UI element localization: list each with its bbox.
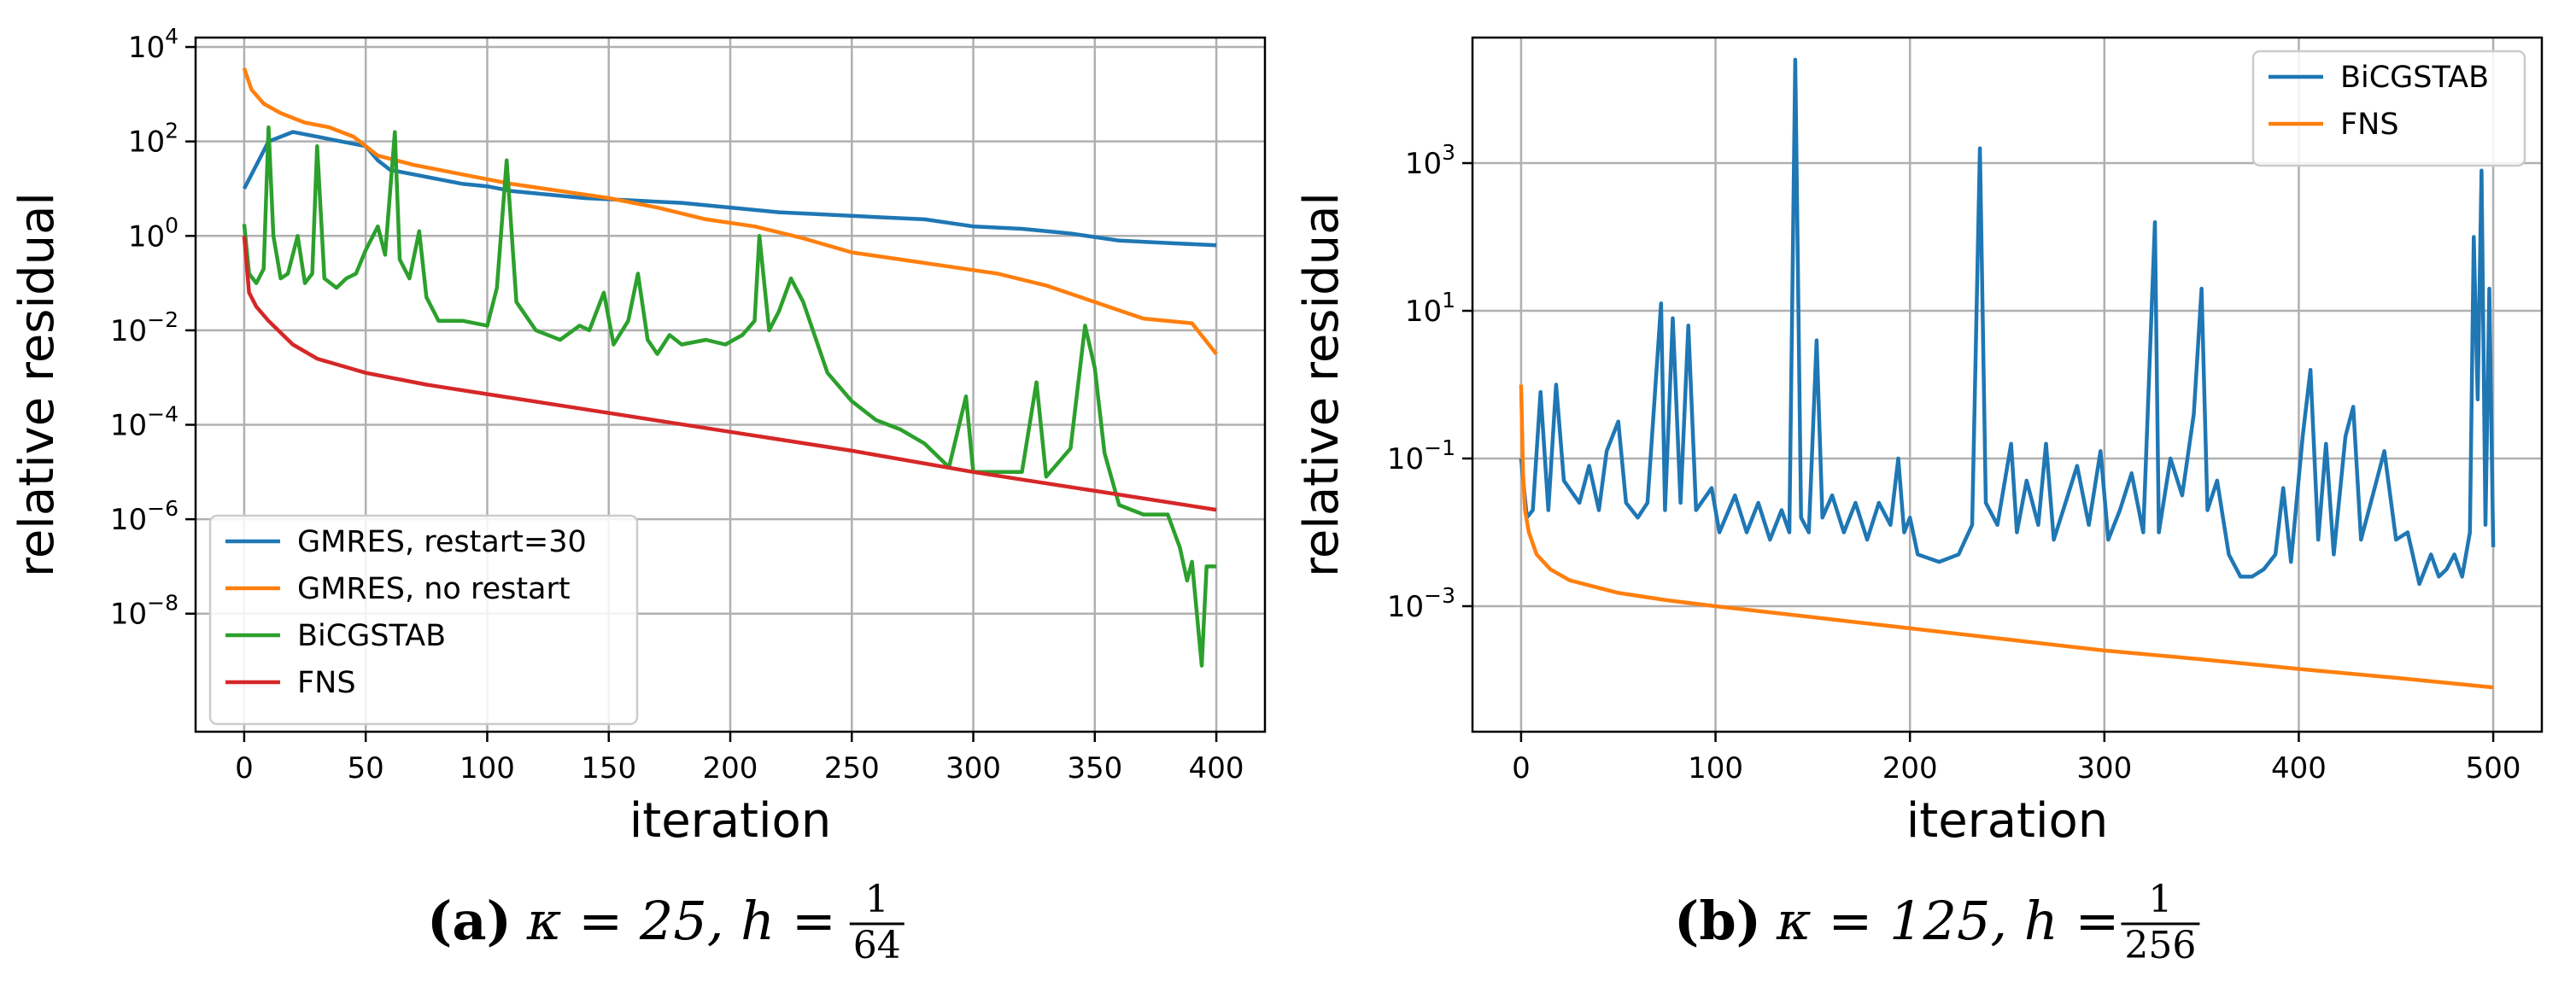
plot-frame xyxy=(1471,36,2544,733)
legend-label: FNS xyxy=(297,666,356,700)
series-lines xyxy=(1519,57,2496,690)
legend-box xyxy=(2251,50,2526,167)
legend-box xyxy=(208,514,639,726)
x-ticks: 0 50 100 150 200 250 300 350 400 xyxy=(235,732,1244,786)
x-tick-label: 400 xyxy=(2271,751,2327,786)
legend-label: GMRES, no restart xyxy=(297,572,571,606)
y-ticks: 103 101 10−1 10−3 xyxy=(1387,140,1472,624)
y-tick-label: 102 xyxy=(128,119,179,160)
caption-fraction-denominator: 256 xyxy=(2124,924,2196,967)
x-tick-label: 250 xyxy=(824,751,880,786)
x-tick-label: 500 xyxy=(2466,751,2521,786)
series-line-gmres-restart-30 xyxy=(242,130,1217,248)
x-tick-label: 50 xyxy=(348,751,384,786)
x-tick-label: 0 xyxy=(235,751,254,786)
x-tick-label: 400 xyxy=(1189,751,1244,786)
x-axis-label: iteration xyxy=(1906,793,2109,849)
panel-b: 0 100 200 300 400 500 103 101 10−1 10−3 iteratio… xyxy=(1294,36,2544,967)
x-tick-label: 200 xyxy=(1882,751,1938,786)
caption-fraction-denominator: 64 xyxy=(853,924,901,967)
caption: (b) κ = 125, h = 1 256 xyxy=(1674,878,2200,967)
y-ticks: 104 102 100 10−2 10−4 10−6 10−8 xyxy=(110,24,196,632)
x-ticks: 0 100 200 300 400 500 xyxy=(1512,732,2521,786)
y-tick-label: 10−1 xyxy=(1387,435,1455,476)
series-line-bicgstab xyxy=(1519,57,2496,587)
y-tick-label: 10−2 xyxy=(110,307,179,348)
y-tick-label: 10−4 xyxy=(110,402,179,443)
y-axis-label: relative residual xyxy=(9,192,65,577)
caption: (a) κ = 25, h = 1 64 xyxy=(427,878,905,967)
legend: GMRES, restart=30 GMRES, no restart BiCGST… xyxy=(208,514,639,726)
y-tick-label: 100 xyxy=(128,213,179,254)
series-line-gmres-no-restart xyxy=(242,67,1218,355)
x-tick-label: 200 xyxy=(703,751,758,786)
y-axis-label: relative residual xyxy=(1294,192,1349,577)
y-tick-label: 10−6 xyxy=(110,496,179,537)
series-line-bicgstab xyxy=(242,125,1217,668)
caption-fraction-numerator: 1 xyxy=(2148,878,2172,921)
x-axis-label: iteration xyxy=(629,793,832,849)
y-tick-label: 104 xyxy=(128,24,179,65)
caption-fraction-numerator: 1 xyxy=(865,878,889,921)
series-line-fns xyxy=(242,236,1217,512)
caption-label: (b) xyxy=(1674,890,1761,952)
y-tick-label: 103 xyxy=(1405,140,1455,181)
legend-label: FNS xyxy=(2340,108,2399,142)
panel-a: 0 50 100 150 200 250 300 350 400 10410210010−210… xyxy=(9,24,1267,967)
x-tick-label: 100 xyxy=(460,751,515,786)
series-lines xyxy=(242,67,1218,668)
x-tick-label: 150 xyxy=(581,751,636,786)
x-tick-label: 300 xyxy=(946,751,1001,786)
x-tick-label: 350 xyxy=(1067,751,1122,786)
x-tick-label: 300 xyxy=(2076,751,2132,786)
series-line-fns xyxy=(1519,384,2494,690)
legend-label: GMRES, restart=30 xyxy=(297,525,587,559)
x-tick-label: 100 xyxy=(1688,751,1743,786)
caption-text: κ = 125, h = xyxy=(1776,890,2119,952)
y-tick-label: 10−3 xyxy=(1387,583,1455,624)
y-tick-label: 101 xyxy=(1405,288,1455,329)
legend-label: BiCGSTAB xyxy=(2340,61,2489,95)
x-tick-label: 0 xyxy=(1512,751,1531,786)
caption-text: κ = 25, h = xyxy=(526,890,836,952)
y-tick-label: 10−8 xyxy=(110,591,179,632)
caption-label: (a) xyxy=(427,890,512,952)
legend: BiCGSTAB FNS xyxy=(2251,50,2526,167)
legend-label: BiCGSTAB xyxy=(297,619,446,653)
